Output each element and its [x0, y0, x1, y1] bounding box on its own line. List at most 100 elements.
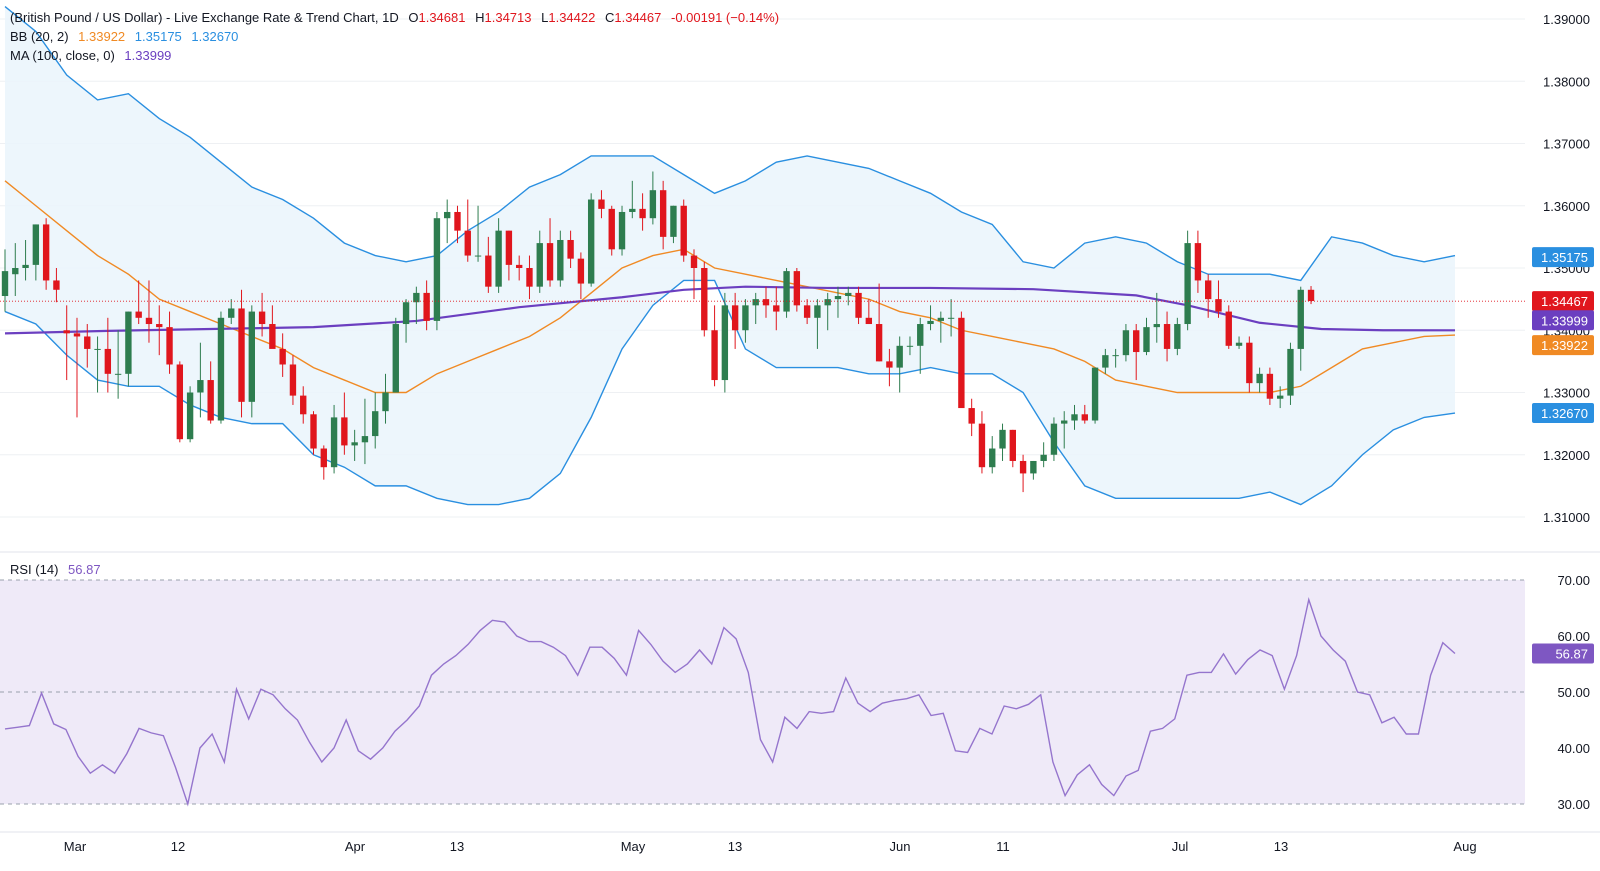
legend-open-value: 1.34681 [418, 10, 466, 25]
bb-lower-line [4, 279, 1456, 506]
candle-body [1009, 429, 1016, 461]
candle-body [1143, 327, 1150, 353]
legend-high-label: H [475, 10, 485, 25]
time-tick-label: 11 [996, 839, 1010, 854]
candle-body [1297, 289, 1304, 349]
rsi-panel: 30.00 40.00 50.00 60.00 70.00 56.87 [0, 573, 1594, 812]
bb-lower-value: 1.32670 [191, 29, 239, 44]
candle-body [1081, 414, 1088, 421]
candle-body [711, 330, 718, 381]
candle-body [1163, 324, 1171, 349]
candle-body [310, 414, 317, 449]
candle-body [803, 305, 811, 318]
candle-body [1040, 454, 1047, 461]
candle-body [73, 333, 81, 337]
candle-body [125, 311, 132, 374]
price-marker: 1.32670 [1532, 403, 1594, 424]
legend-title: (British Pound / US Dollar) - Live Excha… [10, 10, 399, 25]
candle-body [793, 271, 801, 306]
legend-change: -0.00191 (−0.14%) [671, 10, 780, 25]
candle-body [485, 255, 492, 287]
time-tick-label: 13 [450, 839, 464, 854]
candle-body [1019, 460, 1027, 474]
candle-body [1215, 299, 1222, 312]
candle-body [680, 205, 687, 256]
candle-body [937, 317, 945, 321]
time-tick-label: 13 [1274, 839, 1288, 854]
price-marker: 1.33999 [1532, 310, 1594, 331]
candle-body [1194, 243, 1202, 281]
candle-body [762, 299, 770, 306]
price-tick-label: 1.38000 [1543, 74, 1590, 89]
time-tick-label: Mar [64, 839, 87, 854]
candle-body [526, 268, 533, 287]
candle-body [279, 348, 286, 365]
time-axis: Mar 12 Apr 13 May 13 Jun 11 Jul 13 Aug [0, 831, 1600, 854]
candle-body [639, 208, 646, 219]
time-tick-label: May [621, 839, 646, 854]
rsi-tick-label: 40.00 [1557, 741, 1590, 756]
bb-upper-line [4, 6, 1456, 282]
candle-body [649, 190, 657, 219]
rsi-marker-bg [1532, 643, 1594, 664]
candle-body [269, 324, 276, 349]
candle-body [577, 258, 585, 284]
rsi-tick-label: 70.00 [1557, 573, 1590, 588]
candle-body [834, 296, 842, 300]
candle-body [289, 364, 297, 396]
price-tick-label: 1.37000 [1543, 137, 1590, 152]
candle-body [495, 230, 502, 287]
candle-body [1112, 355, 1119, 357]
candle-body [598, 199, 605, 209]
rsi-tick-label: 60.00 [1557, 629, 1590, 644]
rsi-marker-label: 56.87 [1555, 647, 1588, 662]
candle-body [341, 417, 348, 446]
legend-row-rsi: RSI (14) 56.87 [10, 561, 107, 579]
candle-body [1071, 414, 1078, 421]
candle-body [670, 205, 677, 237]
candle-body [1256, 373, 1263, 384]
time-tick-label: 12 [171, 839, 185, 854]
candle-body [1225, 311, 1232, 346]
rsi-label: RSI (14) [10, 562, 59, 577]
legend-close-label: C [604, 10, 615, 25]
candle-body [42, 224, 50, 281]
time-tick-label: 13 [728, 839, 742, 854]
legend-low: L1.34422 [541, 10, 595, 25]
candle-body [618, 211, 626, 250]
legend-low-label: L [541, 10, 549, 25]
candle-body [84, 336, 91, 349]
candle-body [22, 264, 29, 268]
time-tick-label: Jul [1172, 839, 1189, 854]
candle-body [1235, 342, 1243, 346]
candle-body [1, 271, 9, 297]
bb-upper-value: 1.35175 [134, 29, 182, 44]
time-tick-label: Apr [345, 839, 366, 854]
candle-body [1184, 243, 1191, 325]
candle-body [382, 392, 389, 412]
candle-body [53, 280, 60, 290]
candle-body [197, 380, 204, 393]
candle-body [1091, 367, 1099, 421]
legend-row-ohlc: (British Pound / US Dollar) - Live Excha… [10, 9, 785, 27]
candle-body [515, 264, 523, 268]
bb-label: BB (20, 2) [10, 29, 69, 44]
legend-row-bb: BB (20, 2) 1.33922 1.35175 1.32670 [10, 28, 244, 46]
candle-body [258, 311, 266, 325]
candle-body [1050, 423, 1058, 455]
candle-body [865, 317, 873, 325]
candle-body [1205, 280, 1212, 300]
price-marker-bg [1532, 310, 1594, 331]
candle-body [423, 292, 430, 321]
candle-body [444, 211, 451, 219]
price-marker-bg [1532, 247, 1594, 268]
candle-body [1174, 324, 1181, 349]
candle-body [402, 302, 410, 325]
candle-body [228, 308, 235, 318]
legend-low-value: 1.34422 [548, 10, 596, 25]
candle-body [824, 299, 831, 306]
candle-body [186, 392, 194, 440]
candle-body [557, 239, 564, 281]
candle-body [320, 448, 327, 468]
